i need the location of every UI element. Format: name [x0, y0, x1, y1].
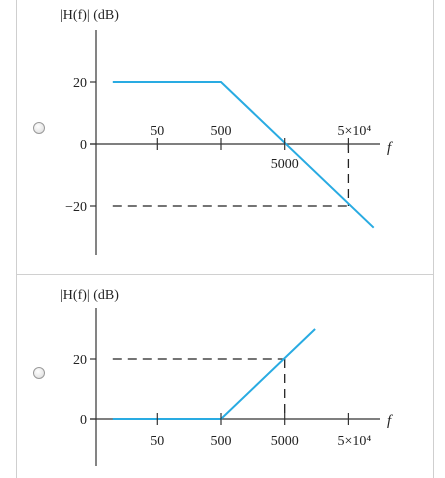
question-frame	[16, 0, 434, 478]
option-1-x-tick-label: 50	[150, 124, 164, 139]
option-divider	[17, 274, 433, 275]
option-1-guides	[112, 144, 350, 207]
option-2-x-tick-label: 500	[211, 434, 232, 449]
option-1-y-tick-label: 20	[73, 76, 87, 91]
option-1-ticks: 20 0 −20 50 500 5×10⁴ 5000	[65, 76, 371, 215]
option-2-x-tick-label: 50	[150, 434, 164, 449]
option-1-radio[interactable]	[33, 122, 45, 134]
option-2-guides	[112, 358, 286, 419]
option-1-ylabel: |H(f)| (dB)	[60, 8, 119, 23]
option-2-ticks: 20 0 50 500 5000 5×10⁴	[73, 353, 371, 449]
option-1-axes	[90, 30, 380, 255]
option-1-x-tick-label: 5×10⁴	[338, 124, 372, 139]
option-2-xlabel: f	[387, 413, 393, 429]
option-2-bode-plot: 20 0 50 500 5000 5×10⁴ |H(f)| (dB) f	[60, 288, 393, 466]
option-1-bode-plot: 20 0 −20 50 500 5×10⁴ 5000 |H(f)| (dB) f	[60, 8, 393, 255]
option-1-xlabel: f	[387, 140, 393, 156]
option-2-radio[interactable]	[33, 367, 45, 379]
option-1-y-tick-label: −20	[65, 200, 87, 215]
option-1-series	[112, 81, 375, 229]
option-1-y-tick-label: 0	[80, 138, 87, 153]
option-2-ylabel: |H(f)| (dB)	[60, 288, 119, 303]
option-2-y-tick-label: 20	[73, 353, 87, 368]
option-2-y-tick-label: 0	[80, 413, 87, 428]
option-2-x-tick-label: 5000	[271, 434, 299, 449]
option-1-magnitude-line	[112, 81, 375, 229]
option-2-x-tick-label: 5×10⁴	[338, 434, 372, 449]
option-2-axes	[90, 308, 380, 466]
option-1-x-tick-label-below: 5000	[271, 157, 299, 172]
option-1-x-tick-label: 500	[211, 124, 232, 139]
